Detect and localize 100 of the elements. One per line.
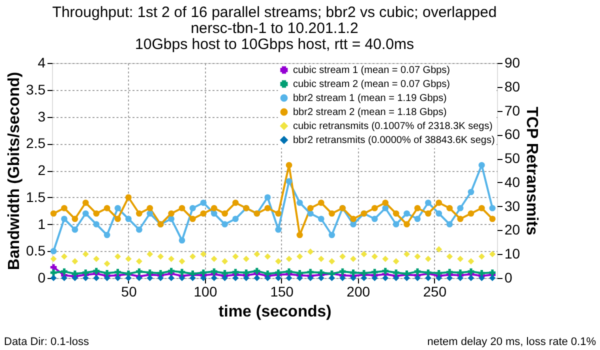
point: [222, 258, 228, 264]
point: [382, 256, 389, 262]
point: [275, 226, 282, 233]
point: [286, 162, 292, 168]
point: [125, 256, 132, 262]
point: [210, 274, 218, 282]
point: [478, 270, 485, 276]
point: [72, 258, 78, 264]
point: [114, 204, 121, 212]
point: [232, 200, 239, 206]
point: [146, 204, 154, 212]
point: [468, 258, 474, 264]
point: [146, 274, 154, 282]
point: [307, 204, 314, 212]
point: [168, 274, 174, 282]
point: [382, 204, 389, 212]
point: [114, 216, 121, 222]
point: [114, 268, 121, 276]
point: [222, 270, 228, 276]
y2-tick-label: 0: [504, 270, 512, 286]
point: [125, 274, 132, 282]
point: [457, 274, 464, 282]
y-tick-label: 1.5: [26, 188, 46, 205]
point: [457, 269, 464, 276]
point: [210, 268, 218, 275]
point: [425, 274, 432, 282]
point: [104, 260, 110, 267]
point: [275, 210, 282, 217]
point: [178, 268, 186, 276]
point: [318, 269, 324, 276]
point: [190, 253, 196, 260]
point: [210, 210, 218, 217]
annotation: netem delay 20 ms, loss rate 0.1%: [427, 336, 596, 348]
point: [478, 253, 485, 260]
point: [264, 253, 271, 260]
point: [93, 210, 100, 217]
point: [104, 274, 110, 282]
point: [446, 274, 453, 282]
point: [157, 274, 164, 282]
point: [114, 274, 121, 282]
point: [50, 269, 57, 276]
point: [254, 268, 260, 274]
y-tick-label: 0.5: [26, 242, 46, 259]
point: [232, 253, 239, 260]
point: [382, 274, 389, 282]
point: [382, 268, 389, 274]
y-tick-label: 1: [38, 216, 46, 232]
point: [104, 232, 110, 238]
x-tick-label: 100: [194, 284, 218, 300]
y2-tick-label: 80: [504, 78, 520, 94]
point: [200, 250, 207, 258]
y2-tick-label: 40: [504, 174, 520, 190]
y2-tick-label: 70: [504, 102, 520, 118]
point: [61, 253, 68, 260]
point: [339, 253, 346, 260]
y-axis-title: Bandwidth (Gbits/second): [6, 72, 24, 270]
point: [318, 274, 324, 282]
point: [82, 250, 89, 258]
point: [414, 274, 421, 282]
point: [372, 216, 378, 222]
point: [232, 274, 239, 282]
point: [254, 274, 260, 282]
point: [468, 210, 474, 217]
point: [296, 200, 303, 206]
point: [328, 210, 336, 217]
point: [254, 250, 260, 258]
point: [82, 274, 89, 282]
point: [382, 200, 389, 206]
y-tick-label: 2.5: [26, 135, 46, 152]
point: [404, 221, 410, 228]
x-axis-title: time (seconds): [218, 304, 332, 320]
point: [222, 221, 228, 228]
point: [210, 256, 218, 262]
point: [146, 269, 154, 276]
point: [93, 274, 100, 282]
point: [404, 274, 410, 282]
point: [104, 204, 110, 212]
point: [190, 216, 196, 222]
point: [318, 200, 324, 206]
point: [318, 216, 324, 222]
point: [200, 210, 207, 217]
point: [307, 268, 314, 276]
point: [446, 253, 453, 260]
point: [339, 268, 346, 275]
point: [436, 210, 442, 217]
point: [446, 221, 453, 228]
point: [168, 210, 174, 217]
point: [489, 250, 496, 258]
point: [372, 268, 378, 276]
point: [414, 253, 421, 260]
point: [136, 210, 142, 217]
point: [275, 269, 282, 276]
point: [414, 204, 421, 212]
point: [61, 204, 68, 212]
point: [307, 274, 314, 282]
y2-tick-label: 90: [504, 54, 520, 70]
point: [414, 216, 421, 222]
point: [222, 274, 228, 282]
point: [190, 204, 196, 212]
y-tick-label: 2: [38, 162, 46, 178]
